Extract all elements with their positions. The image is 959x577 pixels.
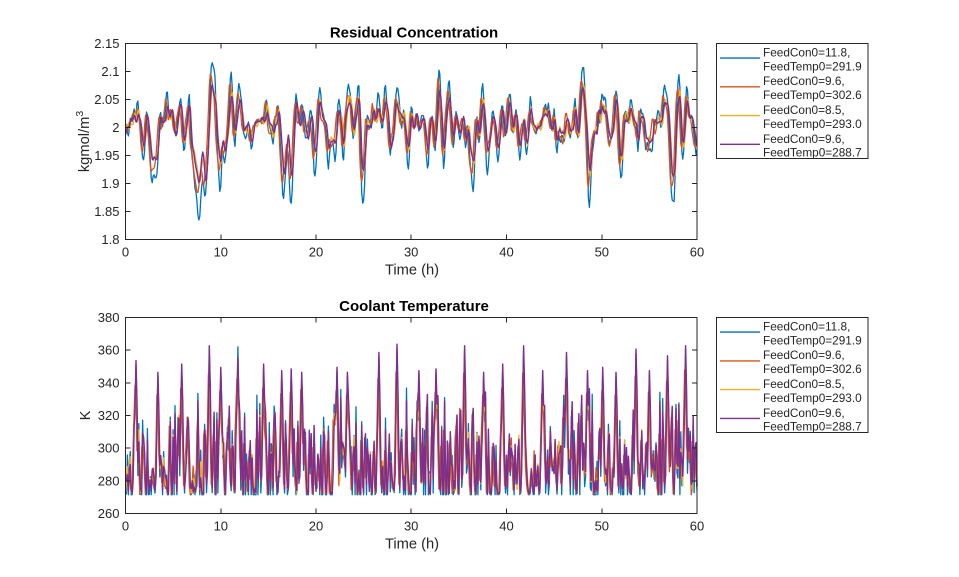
- svg-text:50: 50: [595, 519, 609, 534]
- svg-text:FeedTemp0=302.6: FeedTemp0=302.6: [763, 362, 862, 376]
- svg-text:FeedTemp0=302.6: FeedTemp0=302.6: [763, 88, 862, 102]
- svg-text:2.05: 2.05: [94, 92, 119, 107]
- svg-text:2.15: 2.15: [94, 36, 119, 51]
- svg-text:FeedCon0=8.5,: FeedCon0=8.5,: [763, 377, 845, 391]
- svg-text:Time (h): Time (h): [385, 536, 439, 552]
- svg-text:50: 50: [595, 245, 609, 260]
- svg-text:360: 360: [98, 343, 120, 358]
- svg-text:60: 60: [690, 245, 704, 260]
- svg-text:380: 380: [98, 310, 120, 325]
- svg-text:K: K: [78, 410, 94, 420]
- svg-text:FeedTemp0=293.0: FeedTemp0=293.0: [763, 117, 862, 131]
- svg-text:260: 260: [98, 506, 120, 521]
- svg-text:10: 10: [214, 519, 228, 534]
- svg-text:320: 320: [98, 408, 120, 423]
- svg-text:kgmol/m3: kgmol/m3: [74, 111, 93, 173]
- svg-text:300: 300: [98, 441, 120, 456]
- svg-text:FeedTemp0=291.9: FeedTemp0=291.9: [763, 333, 862, 347]
- svg-text:FeedCon0=8.5,: FeedCon0=8.5,: [763, 103, 845, 117]
- svg-text:0: 0: [122, 245, 129, 260]
- svg-text:1.9: 1.9: [101, 176, 119, 191]
- svg-text:60: 60: [690, 519, 704, 534]
- svg-text:FeedTemp0=291.9: FeedTemp0=291.9: [763, 59, 862, 73]
- svg-text:Coolant Temperature: Coolant Temperature: [339, 298, 489, 315]
- svg-text:0: 0: [122, 519, 129, 534]
- svg-text:2.1: 2.1: [101, 64, 119, 79]
- svg-text:340: 340: [98, 375, 120, 390]
- svg-text:FeedCon0=9.6,: FeedCon0=9.6,: [763, 348, 845, 362]
- svg-text:40: 40: [499, 245, 513, 260]
- svg-text:FeedCon0=11.8,: FeedCon0=11.8,: [763, 46, 850, 60]
- svg-text:10: 10: [214, 245, 228, 260]
- svg-text:FeedCon0=9.6,: FeedCon0=9.6,: [763, 74, 845, 88]
- svg-text:FeedTemp0=288.7: FeedTemp0=288.7: [763, 420, 862, 434]
- svg-text:FeedCon0=9.6,: FeedCon0=9.6,: [763, 406, 845, 420]
- svg-text:1.95: 1.95: [94, 148, 119, 163]
- svg-text:FeedCon0=9.6,: FeedCon0=9.6,: [763, 132, 845, 146]
- svg-text:20: 20: [309, 245, 323, 260]
- svg-text:FeedCon0=11.8,: FeedCon0=11.8,: [763, 320, 850, 334]
- svg-text:FeedTemp0=288.7: FeedTemp0=288.7: [763, 146, 862, 160]
- svg-text:1.85: 1.85: [94, 204, 119, 219]
- svg-text:30: 30: [404, 519, 418, 534]
- svg-text:20: 20: [309, 519, 323, 534]
- svg-text:Time (h): Time (h): [385, 262, 439, 278]
- svg-text:FeedTemp0=293.0: FeedTemp0=293.0: [763, 391, 862, 405]
- svg-text:30: 30: [404, 245, 418, 260]
- svg-text:40: 40: [499, 519, 513, 534]
- svg-text:1.8: 1.8: [101, 232, 119, 247]
- svg-text:Residual Concentration: Residual Concentration: [330, 24, 498, 41]
- svg-text:280: 280: [98, 473, 120, 488]
- svg-text:2: 2: [112, 120, 119, 135]
